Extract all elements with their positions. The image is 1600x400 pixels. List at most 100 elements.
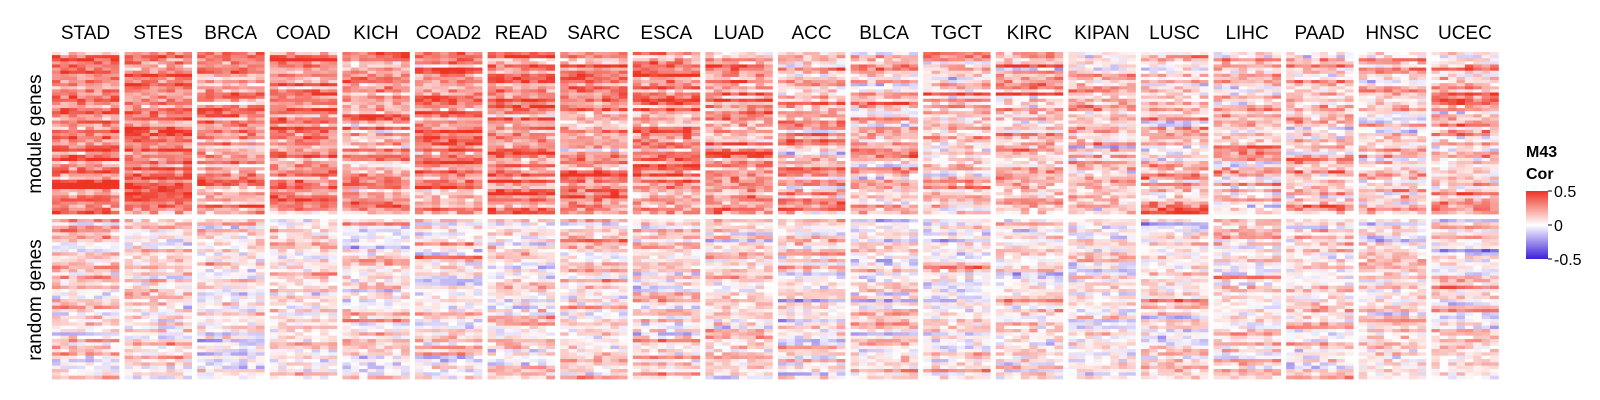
heatmap-cell [384,68,393,72]
heatmap-cell [513,64,522,68]
heatmap-cell [384,252,393,256]
heatmap-cell [52,246,61,250]
heatmap-cell [320,319,329,323]
heatmap-cell [214,329,223,333]
heatmap-cell [175,362,184,366]
heatmap-cell [440,121,449,125]
heatmap-cell [94,180,103,184]
heatmap-cell [158,329,167,333]
heatmap-cell [256,232,265,236]
heatmap-cell [197,195,206,199]
heatmap-cell [449,158,458,162]
heatmap-cell [214,167,223,171]
heatmap-cell [328,296,337,300]
heatmap-cell [77,177,86,181]
heatmap-cell [513,83,522,87]
panel-random-brca [197,219,264,379]
heatmap-cell [206,121,215,125]
heatmap-cell [133,352,142,356]
heatmap-cell [111,158,120,162]
heatmap-cell [474,180,483,184]
heatmap-cell [222,329,231,333]
heatmap-cell [342,89,351,93]
heatmap-cell [359,236,368,240]
heatmap-cell [166,114,175,118]
heatmap-cell [359,55,368,59]
heatmap-cell [312,77,321,81]
heatmap-cell [52,205,61,209]
heatmap-cell [295,114,304,118]
heatmap-cell [278,142,287,146]
heatmap-cell [141,372,150,376]
heatmap-cell [359,177,368,181]
heatmap-cell [474,262,483,266]
heatmap-cell [214,252,223,256]
heatmap-cell [368,121,377,125]
heatmap-cell [102,139,111,143]
heatmap-cell [328,232,337,236]
heatmap-cell [393,369,402,373]
heatmap-cell [474,362,483,366]
heatmap-cell [166,329,175,333]
heatmap-cell [376,242,385,246]
heatmap-cell [150,282,159,286]
heatmap-cell [239,242,248,246]
heatmap-cell [206,309,215,313]
heatmap-cell [368,232,377,236]
heatmap-cell [432,232,441,236]
heatmap-cell [278,252,287,256]
heatmap-cell [270,269,279,273]
heatmap-cell [231,111,240,115]
heatmap-cell [183,376,192,380]
heatmap-cell [415,232,424,236]
heatmap-cell [166,208,175,212]
heatmap-cell [133,52,142,56]
heatmap-cell [197,142,206,146]
heatmap-cell [440,124,449,128]
heatmap-cell [320,376,329,380]
heatmap-cell [206,249,215,253]
heatmap-cell [206,349,215,353]
heatmap-cell [150,208,159,212]
heatmap-cell [457,117,466,121]
heatmap-cell [175,180,184,184]
heatmap-cell [368,306,377,310]
heatmap-cell [368,127,377,131]
heatmap-cell [376,102,385,106]
heatmap-cell [312,376,321,380]
heatmap-cell [415,133,424,137]
heatmap-cell [295,180,304,184]
heatmap-cell [320,222,329,226]
heatmap-cell [111,71,120,75]
heatmap-cell [384,102,393,106]
heatmap-cell [60,282,69,286]
heatmap-cell [415,309,424,313]
heatmap-cell [52,306,61,310]
heatmap-cell [150,362,159,366]
heatmap-cell [158,266,167,270]
heatmap-cell [77,161,86,165]
heatmap-cell [529,96,538,100]
heatmap-cell [231,186,240,190]
heatmap-cell [77,121,86,125]
heatmap-cell [393,58,402,62]
heatmap-cell [231,80,240,84]
heatmap-cell [320,362,329,366]
heatmap-cell [231,170,240,174]
heatmap-cell [432,74,441,78]
heatmap-cell [287,145,296,149]
heatmap-cell [77,316,86,320]
heatmap-cell [465,192,474,196]
heatmap-cell [342,249,351,253]
heatmap-cell [401,170,410,174]
heatmap-cell [183,362,192,366]
heatmap-cell [376,192,385,196]
heatmap-cell [94,276,103,280]
heatmap-cell [111,292,120,296]
heatmap-cell [69,139,78,143]
heatmap-cell [303,124,312,128]
heatmap-cell [133,177,142,181]
heatmap-cell [320,332,329,336]
heatmap-cell [295,289,304,293]
heatmap-cell [287,208,296,212]
